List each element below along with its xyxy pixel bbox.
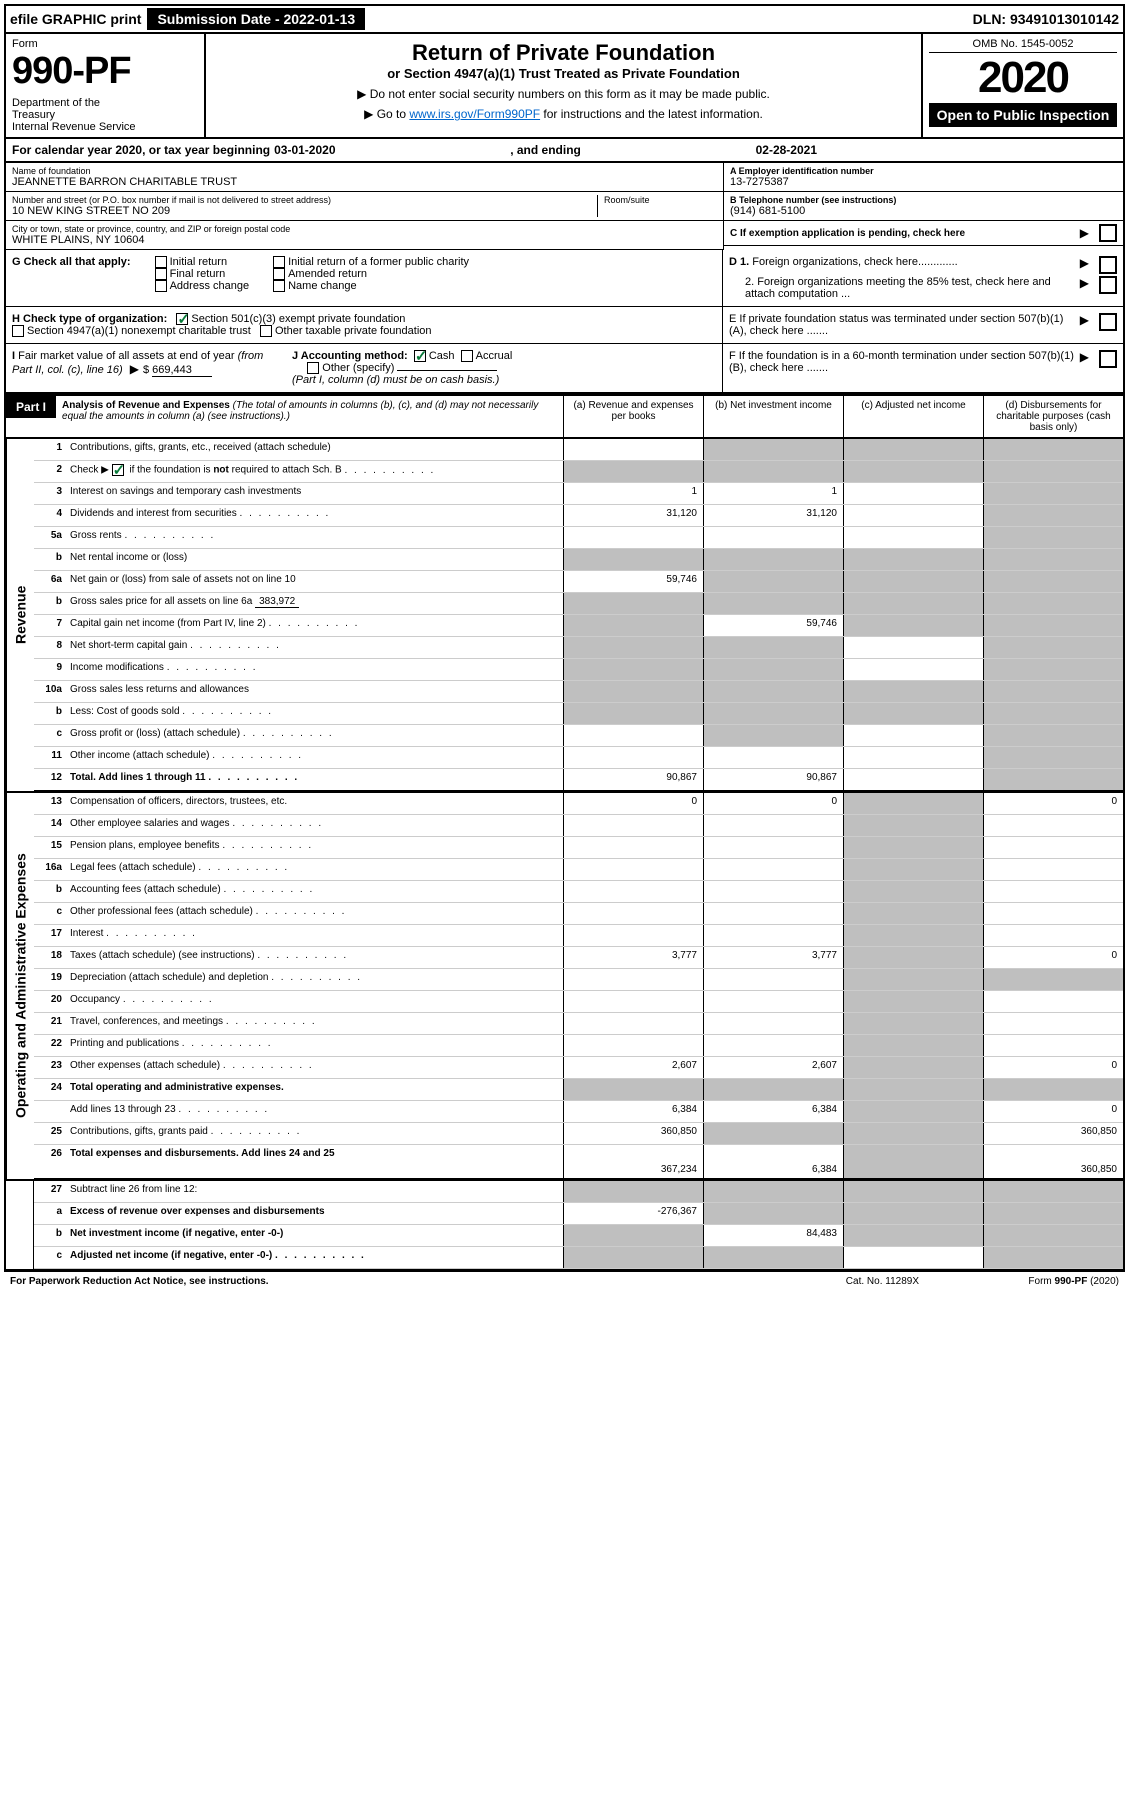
l24-a: 6,384 (563, 1101, 703, 1122)
efile-label: efile GRAPHIC print (10, 11, 141, 27)
l23-b: 2,607 (703, 1057, 843, 1078)
l3-a: 1 (563, 483, 703, 504)
year-end: 02-28-2021 (756, 143, 817, 157)
l27a-a: -276,367 (563, 1203, 703, 1224)
d2-checkbox[interactable] (1099, 276, 1117, 294)
form-header: Form 990-PF Department of theTreasuryInt… (4, 34, 1125, 139)
d1-checkbox[interactable] (1099, 256, 1117, 274)
name-change-cb[interactable] (273, 280, 285, 292)
city-state-zip: WHITE PLAINS, NY 10604 (12, 234, 717, 246)
fmv-value: 669,443 (152, 364, 212, 377)
dept-label: Department of theTreasuryInternal Revenu… (12, 97, 198, 133)
year-begin: 03-01-2020 (274, 143, 335, 157)
l24-d: 0 (983, 1101, 1123, 1122)
tax-year: 2020 (929, 53, 1117, 103)
l7-b: 59,746 (703, 615, 843, 636)
ein-label: A Employer identification number (730, 166, 1117, 176)
l24-b: 6,384 (703, 1101, 843, 1122)
submission-date: Submission Date - 2022-01-13 (147, 8, 365, 30)
e-label: E If private foundation status was termi… (729, 313, 1076, 337)
h-label: H Check type of organization: (12, 313, 167, 325)
name-label: Name of foundation (12, 166, 717, 176)
schb-cb[interactable] (112, 464, 124, 476)
omb-number: OMB No. 1545-0052 (929, 38, 1117, 53)
c-label: C If exemption application is pending, c… (730, 228, 1076, 239)
cat-no: Cat. No. 11289X (269, 1276, 919, 1287)
instructions-link[interactable]: www.irs.gov/Form990PF (409, 107, 540, 121)
phone: (914) 681-5100 (730, 205, 1117, 217)
initial-former-cb[interactable] (273, 256, 285, 268)
c-checkbox[interactable] (1099, 224, 1117, 242)
footer-form: Form 990-PF (2020) (919, 1276, 1119, 1287)
l4-a: 31,120 (563, 505, 703, 526)
l23-a: 2,607 (563, 1057, 703, 1078)
l13-d: 0 (983, 793, 1123, 814)
cash-cb[interactable] (414, 350, 426, 362)
form-title: Return of Private Foundation (212, 40, 915, 66)
l25-a: 360,850 (563, 1123, 703, 1144)
l13-a: 0 (563, 793, 703, 814)
other-cb[interactable] (307, 362, 319, 374)
l27b-b: 84,483 (703, 1225, 843, 1246)
col-c-header: (c) Adjusted net income (843, 396, 983, 437)
col-d-header: (d) Disbursements for charitable purpose… (983, 396, 1123, 437)
h-4947-cb[interactable] (12, 325, 24, 337)
form-subtitle: or Section 4947(a)(1) Trust Treated as P… (212, 66, 915, 81)
amended-return-cb[interactable] (273, 268, 285, 280)
street-address: 10 NEW KING STREET NO 209 (12, 205, 597, 217)
l18-b: 3,777 (703, 947, 843, 968)
d1-label: D 1. Foreign organizations, check here..… (729, 256, 1076, 274)
calendar-year-line: For calendar year 2020, or tax year begi… (4, 139, 1125, 163)
col-b-header: (b) Net investment income (703, 396, 843, 437)
l6a-a: 59,746 (563, 571, 703, 592)
h-other-cb[interactable] (260, 325, 272, 337)
form-number: 990-PF (12, 50, 198, 93)
accrual-cb[interactable] (461, 350, 473, 362)
final-return-cb[interactable] (155, 268, 167, 280)
l26-a: 367,234 (563, 1145, 703, 1178)
j-label: J Accounting method: (292, 350, 408, 362)
g-label: G Check all that apply: (12, 256, 131, 268)
j-note: (Part I, column (d) must be on cash basi… (292, 374, 512, 386)
address-change-cb[interactable] (155, 280, 167, 292)
form-word: Form (12, 38, 198, 50)
l18-a: 3,777 (563, 947, 703, 968)
h-501c3-cb[interactable] (176, 313, 188, 325)
expenses-side-label: Operating and Administrative Expenses (6, 793, 34, 1179)
revenue-side-label: Revenue (6, 439, 34, 791)
l18-d: 0 (983, 947, 1123, 968)
open-inspection: Open to Public Inspection (929, 103, 1117, 127)
l26-d: 360,850 (983, 1145, 1123, 1178)
l3-b: 1 (703, 483, 843, 504)
instr-1: ▶ Do not enter social security numbers o… (212, 87, 915, 101)
col-a-header: (a) Revenue and expenses per books (563, 396, 703, 437)
l25-d: 360,850 (983, 1123, 1123, 1144)
page-footer: For Paperwork Reduction Act Notice, see … (4, 1271, 1125, 1291)
l6b-val: 383,972 (255, 596, 299, 608)
initial-return-cb[interactable] (155, 256, 167, 268)
l12-a: 90,867 (563, 769, 703, 790)
f-checkbox[interactable] (1099, 350, 1117, 368)
room-label: Room/suite (604, 195, 717, 205)
part1-label: Part I (6, 396, 56, 418)
e-checkbox[interactable] (1099, 313, 1117, 331)
l13-b: 0 (703, 793, 843, 814)
foundation-name: JEANNETTE BARRON CHARITABLE TRUST (12, 176, 717, 188)
l26-b: 6,384 (703, 1145, 843, 1178)
l12-b: 90,867 (703, 769, 843, 790)
l4-b: 31,120 (703, 505, 843, 526)
dln: DLN: 93491013010142 (973, 11, 1119, 27)
city-label: City or town, state or province, country… (12, 224, 717, 234)
top-bar: efile GRAPHIC print Submission Date - 20… (4, 4, 1125, 34)
addr-label: Number and street (or P.O. box number if… (12, 195, 597, 205)
l23-d: 0 (983, 1057, 1123, 1078)
f-label: F If the foundation is in a 60-month ter… (729, 350, 1076, 374)
ein: 13-7275387 (730, 176, 1117, 188)
phone-label: B Telephone number (see instructions) (730, 195, 1117, 205)
part1-title: Analysis of Revenue and Expenses (62, 400, 230, 411)
d2-label: 2. Foreign organizations meeting the 85%… (729, 276, 1076, 300)
instr-2: ▶ Go to www.irs.gov/Form990PF for instru… (212, 107, 915, 121)
footer-left: For Paperwork Reduction Act Notice, see … (10, 1276, 269, 1287)
